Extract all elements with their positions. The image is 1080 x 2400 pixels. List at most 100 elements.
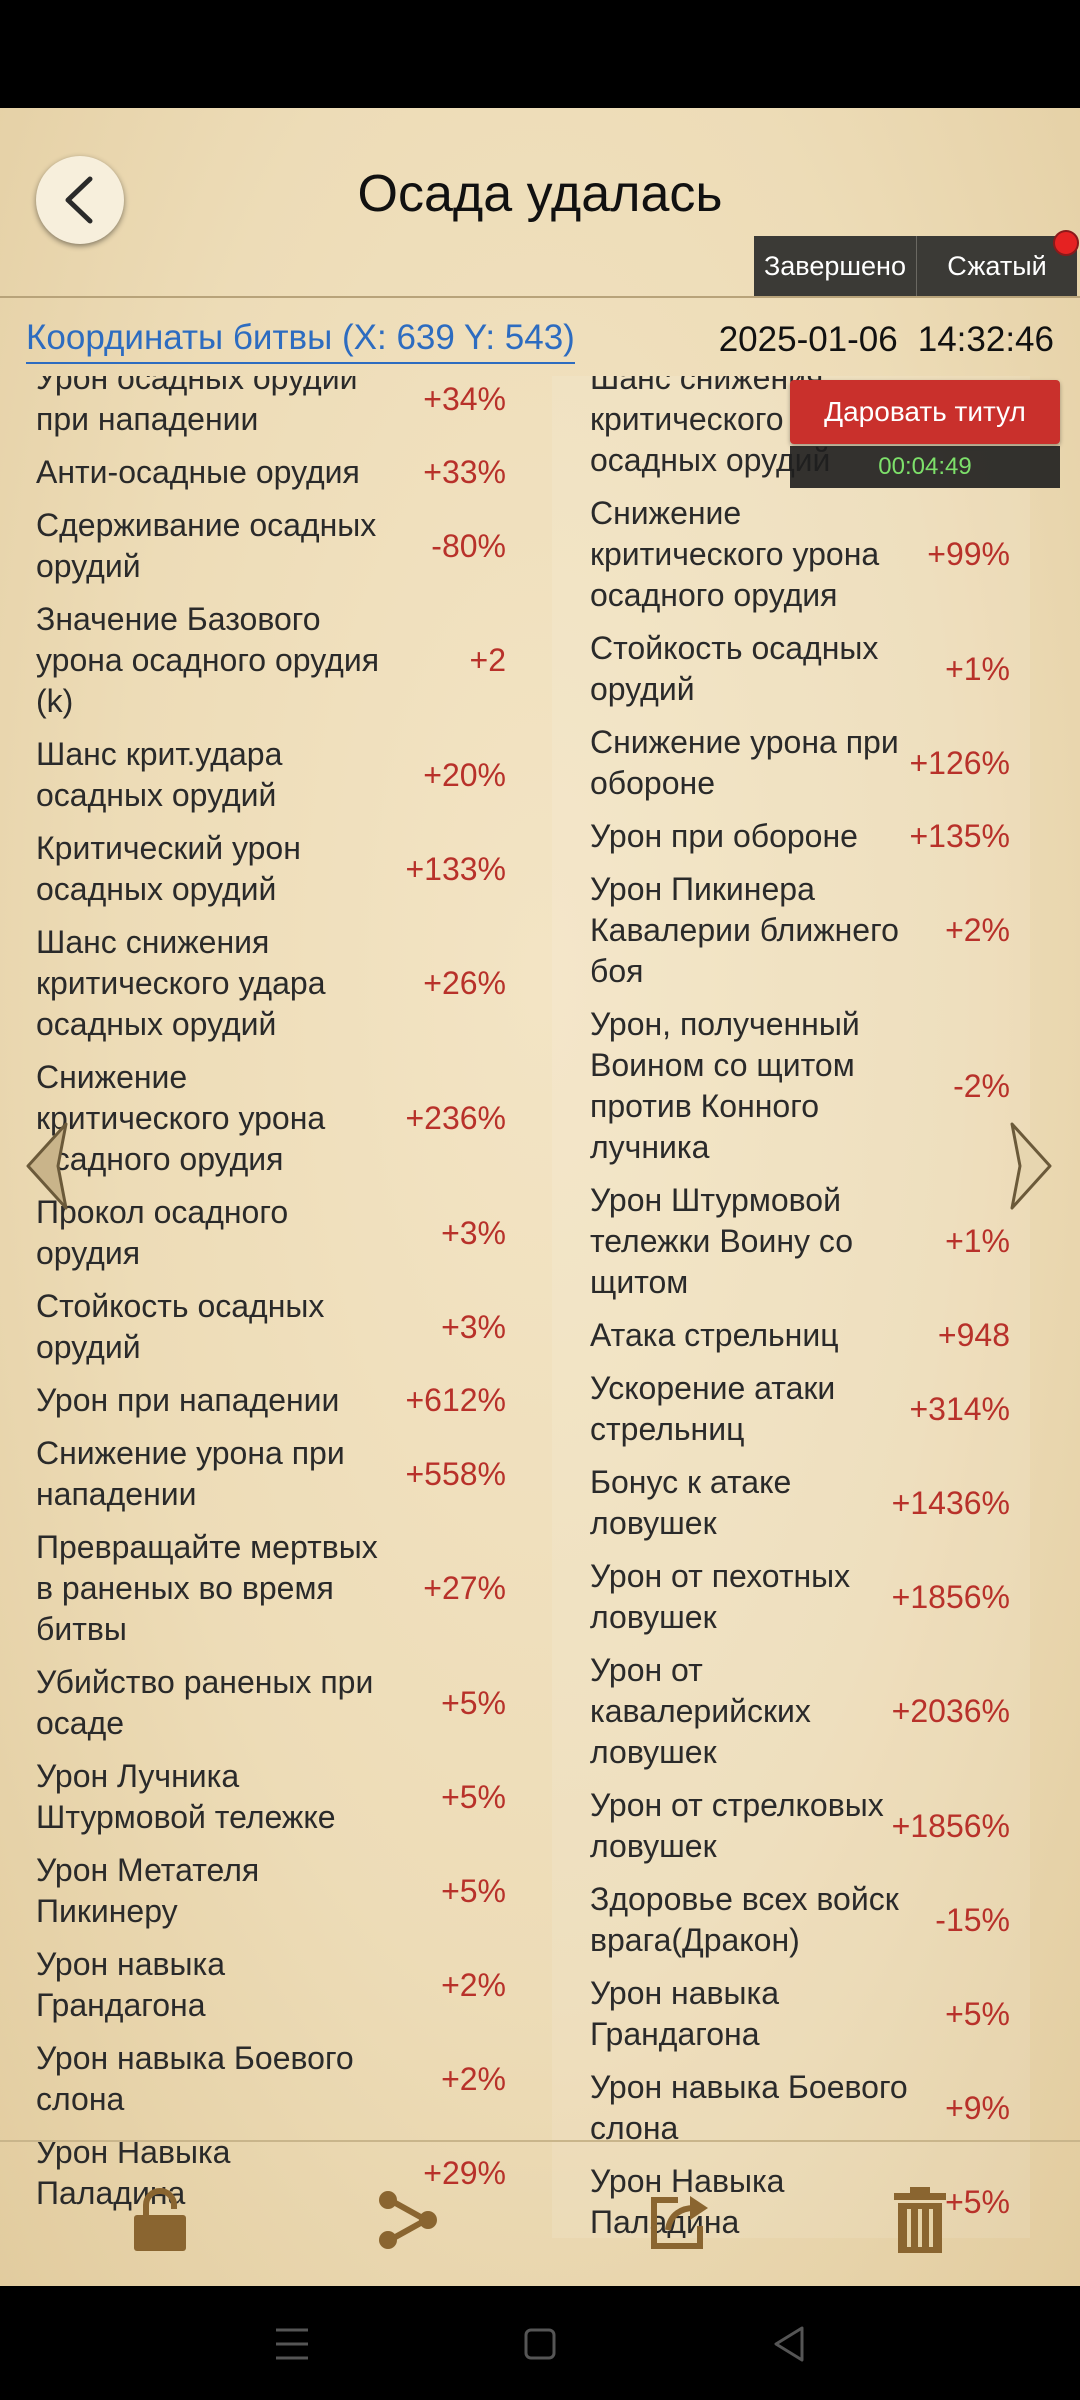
home-button[interactable] (510, 2322, 570, 2366)
stat-name: Критический урон осадных орудий (36, 830, 301, 907)
stat-row: Урон Пикинера Кавалерии ближнего боя +2% (590, 863, 1030, 998)
stat-value: +5% (441, 1778, 506, 1815)
stat-name: Снижение урона при обороне (590, 724, 899, 801)
stat-value: +948 (937, 1317, 1010, 1353)
stat-name: Урон при нападении (36, 1382, 340, 1418)
stat-row: Урон осадных орудии при нападении +34% (36, 376, 530, 446)
stat-name: Сдерживание осадных орудий (36, 507, 377, 584)
share-icon (379, 2191, 437, 2249)
done-button[interactable]: Завершено (754, 236, 917, 296)
stat-value: +1% (945, 650, 1010, 687)
next-page-arrow[interactable] (1000, 1116, 1060, 1216)
stat-value: +5% (945, 2183, 1010, 2220)
header-divider (0, 296, 1080, 298)
attacker-stats-column: Урон осадных орудии при нападении +34% Ант… (36, 376, 530, 2238)
stat-name: Урон при обороне (590, 818, 858, 854)
stat-name: Урон Метателя Пикинеру (36, 1852, 260, 1929)
stat-row: Критический урон осадных орудий +133% (36, 822, 530, 916)
battle-time: 14:32:46 (917, 320, 1054, 359)
stat-name: Урон навыка Грандагона (590, 1975, 780, 2052)
stat-row: Снижение урона при нападении +558% (36, 1427, 530, 1521)
stat-value: +29% (423, 2154, 506, 2191)
compact-button[interactable]: Сжатый (917, 230, 1079, 296)
menu-icon (276, 2328, 308, 2360)
recent-apps-button[interactable] (262, 2322, 322, 2366)
stat-name: Значение Базового урона осадного орудия … (36, 601, 380, 719)
stat-name: Урон навыка Боевого слона (590, 2069, 908, 2146)
stat-name: Атака стрельниц (590, 1317, 839, 1353)
chevron-left-icon (65, 176, 93, 224)
arrow-left-icon (26, 1122, 68, 1210)
stat-value: +1436% (891, 1484, 1010, 1521)
trash-icon (894, 2187, 946, 2253)
share-button[interactable] (372, 2184, 444, 2256)
stat-name: Урон осадных орудии при нападении (36, 376, 358, 437)
battle-report-panel: Осада удалась Завершено Сжатый Координат… (0, 108, 1080, 2286)
stat-name: Прокол осадного орудия (36, 1194, 289, 1271)
stat-name: Урон Пикинера Кавалерии ближнего боя (590, 871, 899, 989)
stat-value: +612% (405, 1382, 506, 1418)
stat-row: Урон от кавалерийских ловушек +2036% (590, 1644, 1030, 1779)
stat-row: Сдерживание осадных орудий -80% (36, 499, 530, 593)
stat-value: -80% (431, 527, 506, 564)
stat-name: Убийство раненых при осаде (36, 1664, 374, 1741)
stat-value: +33% (423, 454, 506, 490)
lock-button[interactable] (124, 2184, 196, 2256)
compact-label: Сжатый (947, 250, 1047, 281)
back-button[interactable] (36, 156, 124, 244)
stat-name: Стойкость осадных орудий (36, 1288, 325, 1365)
stat-name: Урон Лучника Штурмовой тележке (36, 1758, 336, 1835)
system-nav-bar (0, 2286, 1080, 2400)
stat-value: +2% (441, 1966, 506, 2003)
stat-value: +99% (927, 536, 1010, 572)
delete-button[interactable] (884, 2184, 956, 2256)
battle-coordinates-link[interactable]: Координаты битвы (X: 639 Y: 543) (26, 318, 575, 364)
stat-row: Урон Метателя Пикинеру +5% (36, 1844, 530, 1938)
defender-stats-column: Шанс снижения критического удара осадных… (552, 376, 1030, 2238)
stat-row: Урон навыка Грандагона +2% (36, 1938, 530, 2032)
stat-value: +34% (423, 380, 506, 417)
stat-name: Шанс снижения критического удара осадных… (36, 924, 326, 1042)
stat-name: Шанс крит.удара осадных орудий (36, 736, 283, 813)
lock-icon (134, 2188, 186, 2251)
stat-row: Шанс снижения критического удара осадных… (36, 916, 530, 1051)
stat-row: Убийство раненых при осаде +5% (36, 1656, 530, 1750)
page-title: Осада удалась (357, 165, 723, 223)
stat-value: -2% (953, 1067, 1010, 1104)
stat-value: +20% (423, 756, 506, 793)
stat-row: Урон Штурмовой тележки Воину со щитом +1% (590, 1174, 1030, 1309)
stat-value: +2% (945, 912, 1010, 948)
stat-row: Стойкость осадных орудий +1% (590, 622, 1030, 716)
grant-title-button[interactable]: Даровать титул (790, 380, 1060, 444)
export-icon (651, 2196, 708, 2249)
arrow-right-icon (1010, 1122, 1052, 1210)
export-button[interactable] (644, 2184, 716, 2256)
stat-value: +27% (423, 1570, 506, 1606)
stat-value: +314% (909, 1390, 1010, 1427)
stat-row: Снижение критического урона осадного ору… (36, 1051, 530, 1186)
report-header: Осада удалась Завершено Сжатый (0, 108, 1080, 296)
stat-row: Урон Лучника Штурмовой тележке +5% (36, 1750, 530, 1844)
stat-row: Превращайте мертвых в раненых во время б… (36, 1521, 530, 1656)
stat-value: +558% (405, 1455, 506, 1492)
stat-row: Урон при обороне +135% (590, 810, 1030, 863)
stat-value: +1856% (891, 1578, 1010, 1615)
stat-name: Урон от стрелковых ловушек (590, 1787, 884, 1864)
attacker-stats-list: Урон осадных орудии при нападении +34% Ант… (36, 376, 530, 2220)
stat-value: +5% (945, 1995, 1010, 2032)
stat-row: Снижение урона при обороне +126% (590, 716, 1030, 810)
stat-value: +2036% (891, 1693, 1010, 1729)
stat-name: Снижение критического урона осадного ору… (36, 1059, 326, 1177)
stat-name: Снижение урона при нападении (36, 1435, 345, 1512)
stat-value: +1856% (891, 1807, 1010, 1844)
back-nav-button[interactable] (760, 2322, 820, 2366)
previous-page-arrow[interactable] (18, 1116, 78, 1216)
stat-row: Бонус к атаке ловушек +1436% (590, 1456, 1030, 1550)
battle-date: 2025-01-06 (718, 320, 898, 359)
stat-name: Урон Штурмовой тележки Воину со щитом (590, 1182, 854, 1300)
stat-row: Урон навыка Боевого слона +2% (36, 2032, 530, 2126)
stats-content[interactable]: Урон осадных орудии при нападении +34% Ант… (0, 376, 1080, 2238)
stat-name: Здоровье всех войск врага(Дракон) (590, 1881, 899, 1958)
stat-value: +135% (909, 818, 1010, 854)
stat-name: Стойкость осадных орудий (590, 630, 879, 707)
